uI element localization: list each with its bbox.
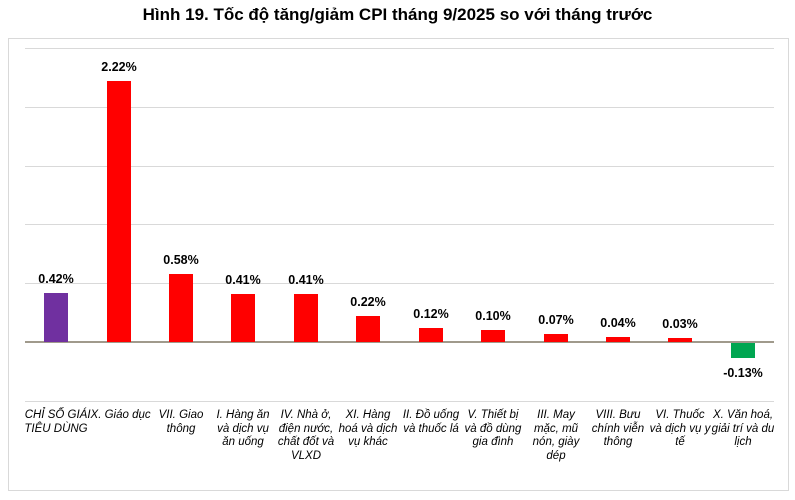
bar-value-label: 0.03%: [662, 317, 698, 331]
gridline-0.5: [25, 283, 774, 284]
bar-value-label: 0.41%: [225, 273, 261, 287]
chart-bar: [481, 330, 505, 342]
gridline-2.5: [25, 48, 774, 49]
category-label: IV. Nhà ở, điện nước, chất đốt và VLXD: [277, 409, 335, 462]
gridline--0.5: [25, 401, 774, 402]
chart-bar: [606, 337, 630, 342]
category-label: I. Hàng ăn và dịch vụ ăn uống: [216, 409, 270, 448]
chart-bar: [544, 334, 568, 342]
x-axis-line: [25, 341, 774, 343]
bar-value-label: 0.04%: [600, 316, 636, 330]
bar-value-label: -0.13%: [723, 366, 763, 380]
category-label: CHỈ SỐ GIÁ TIÊU DÙNG: [24, 409, 88, 435]
chart-bar: [107, 81, 131, 342]
chart-bar: [668, 338, 692, 342]
chart-bar: [44, 293, 68, 342]
category-label: XI. Hàng hoá và dịch vụ khác: [338, 409, 398, 448]
chart-plot-area: 0.42% CHỈ SỐ GIÁ TIÊU DÙNG 2.22% IX. Giáo d…: [8, 38, 789, 491]
bar-value-label: 0.12%: [413, 307, 449, 321]
gridline-1: [25, 224, 774, 225]
bar-value-label: 0.10%: [475, 309, 511, 323]
bar-value-label: 0.41%: [288, 273, 324, 287]
category-label: III. May mặc, mũ nón, giày dép: [532, 409, 580, 462]
category-label: VIII. Bưu chính viễn thông: [591, 409, 645, 448]
category-label: II. Đồ uống và thuốc lá: [402, 409, 460, 435]
gridline-2: [25, 107, 774, 108]
category-label: VI. Thuốc và dịch vụ y tế: [649, 409, 711, 448]
chart-bar: [419, 328, 443, 342]
category-label: X. Văn hoá, giải trí và du lịch: [711, 409, 775, 448]
bar-value-label: 2.22%: [101, 60, 137, 74]
chart-bar: [294, 294, 318, 342]
chart-bar: [731, 343, 755, 358]
bar-value-label: 0.58%: [163, 253, 199, 267]
chart-bar: [231, 294, 255, 342]
category-label: VII. Giao thông: [158, 409, 204, 435]
bar-value-label: 0.22%: [350, 295, 386, 309]
chart-title: Hình 19. Tốc độ tăng/giảm CPI tháng 9/20…: [142, 5, 653, 24]
bar-value-label: 0.42%: [38, 272, 74, 286]
category-label: IX. Giáo dục: [87, 409, 151, 421]
bar-value-label: 0.07%: [538, 313, 574, 327]
category-label: V. Thiết bị và đồ dùng gia đình: [464, 409, 522, 448]
chart-bar: [169, 274, 193, 342]
chart-bar: [356, 316, 380, 342]
gridline-1.5: [25, 166, 774, 167]
